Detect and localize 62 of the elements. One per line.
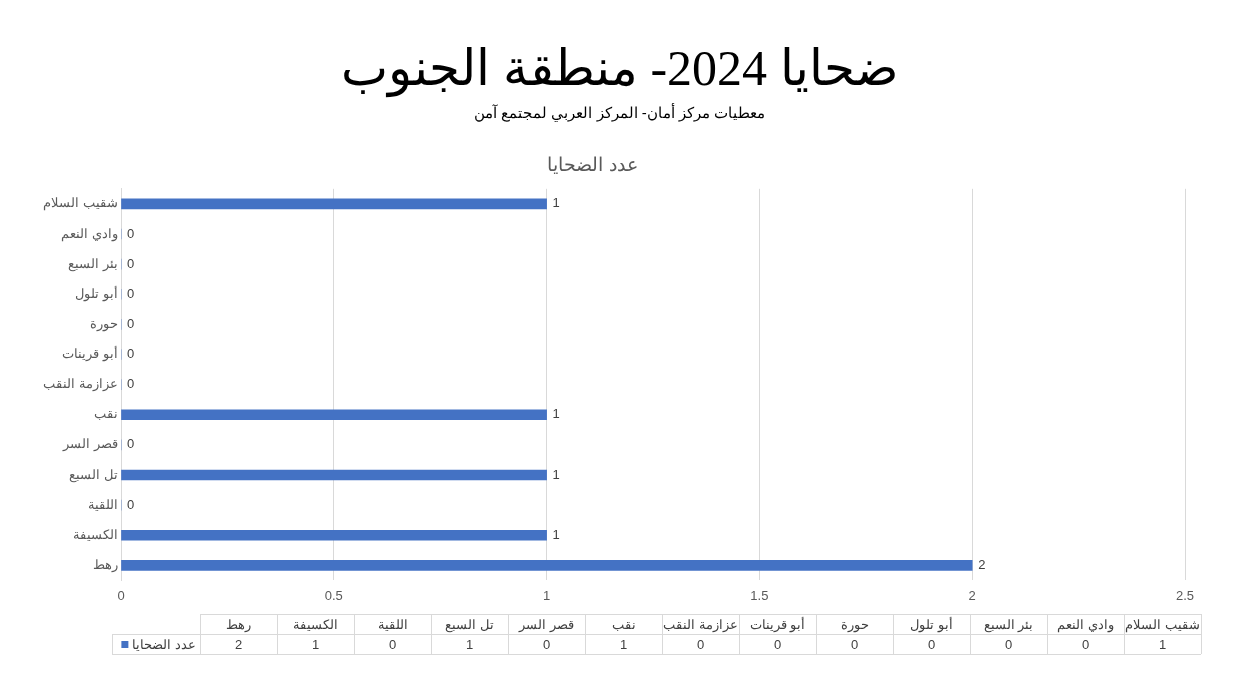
y-tick-label: حورة (90, 315, 118, 332)
data-label: 1 (552, 406, 560, 422)
data-label: 1 (552, 195, 560, 211)
x-tick-label: 2.5 (1175, 587, 1195, 603)
data-label: 0 (127, 496, 135, 512)
data-label: 2 (978, 556, 986, 572)
y-tick-label: الكسيفة (73, 526, 118, 542)
text: 1 (1158, 636, 1167, 652)
text: 1 (619, 636, 628, 652)
text: عدد الضحايا (547, 153, 638, 175)
y-tick-label: أبو تلول (75, 284, 118, 302)
category-label: نقب (611, 616, 636, 632)
category-label: أبو تلول (910, 616, 953, 632)
text: 1 (465, 636, 474, 652)
x-tick-label: 1 (542, 587, 551, 603)
category-label: الكسيفة (293, 616, 338, 632)
y-tick-label: قصر السر (62, 436, 118, 453)
category-label: أبو قرينات (749, 616, 806, 632)
text: 0 (388, 636, 397, 652)
data-label: 1 (552, 466, 560, 482)
text: 0 (542, 636, 551, 652)
data-label: 0 (127, 436, 135, 452)
data-label: 0 (127, 315, 135, 331)
text: 0 (696, 636, 705, 652)
legend-label: عدد الضحايا (132, 636, 196, 652)
text: 0 (927, 636, 936, 652)
data-label: 0 (127, 285, 135, 301)
category-label: بئر السبع (983, 616, 1034, 632)
text: 2 (234, 636, 243, 652)
category-label: قصر السر (519, 616, 574, 632)
x-tick-label: 0.5 (324, 587, 343, 603)
category-label: عزازمة النقب (663, 616, 738, 632)
y-tick-label: رهط (93, 556, 118, 573)
text: 0 (1004, 636, 1013, 652)
data-label: 1 (552, 526, 560, 542)
data-label: 0 (127, 376, 135, 392)
y-tick-label: بئر السبع (68, 255, 118, 272)
x-tick-label: 1.5 (750, 587, 769, 603)
chart-subtitle: معطيات مركز أمان- المركز العربي لمجتمع آمن (473, 104, 766, 122)
category-label: اللقية (377, 616, 408, 632)
y-tick-label: نقب (94, 406, 118, 422)
y-tick-label: تل السبع (69, 466, 118, 483)
y-tick-label: أبو قرينات (62, 345, 118, 363)
y-tick-label: عزازمة النقب (43, 376, 118, 393)
y-tick-label: وادي النعم (61, 225, 118, 242)
x-tick-label: 0 (117, 587, 125, 603)
text: 1 (311, 636, 320, 652)
data-label: 0 (127, 346, 135, 362)
x-tick-label: 2 (968, 587, 976, 603)
data-label: 0 (127, 255, 135, 271)
chart-title: ضحايا 2024- منطقة الجنوب (340, 39, 899, 98)
text: 0 (1081, 636, 1090, 652)
category-label: وادي النعم (1057, 616, 1114, 632)
category-label: تل السبع (445, 616, 494, 632)
text: 0 (773, 636, 782, 652)
data-label: 0 (127, 225, 135, 241)
y-tick-label: شقيب السلام (43, 195, 118, 212)
y-tick-label: اللقية (88, 496, 118, 512)
text: 0 (850, 636, 859, 652)
category-label: شقيب السلام (1125, 616, 1200, 632)
category-label: حورة (840, 616, 869, 632)
category-label: رهط (226, 616, 251, 632)
